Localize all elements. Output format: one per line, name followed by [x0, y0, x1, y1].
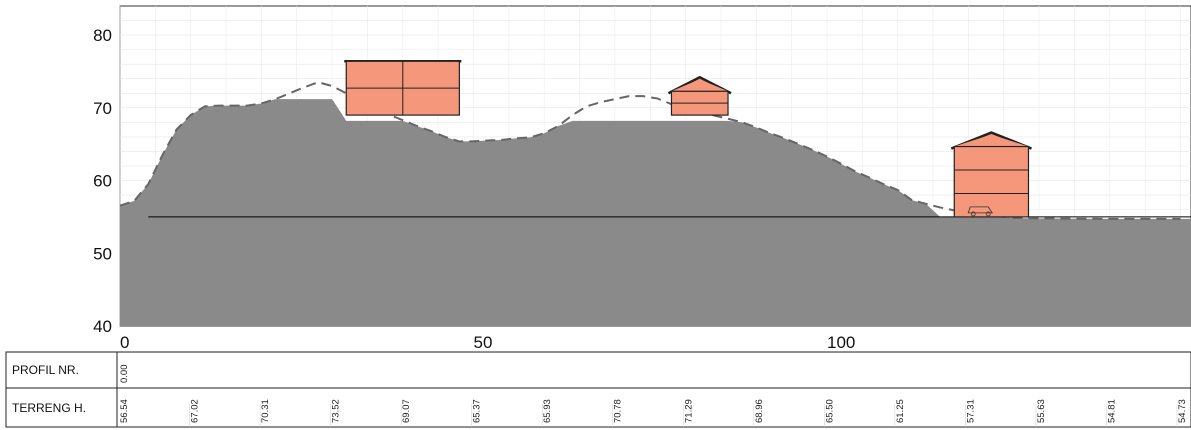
building-3	[950, 131, 1032, 218]
terreng-h-value: 55.63	[1036, 399, 1047, 423]
terreng-h-value: 68.96	[754, 399, 765, 423]
terreng-h-value: 65.37	[472, 399, 483, 423]
building-roof-fill	[671, 79, 729, 92]
buildings-layer	[344, 60, 1032, 218]
data-table: PROFIL NR. TERRENG H. 0.00 56.54 67.02 70.…	[5, 351, 1191, 428]
terreng-h-value: 70.31	[260, 399, 271, 423]
y-tick-label: 80	[93, 26, 112, 45]
terreng-h-value: 71.29	[683, 399, 694, 423]
car-wheel-icon	[985, 211, 991, 217]
y-tick-label: 50	[93, 244, 112, 263]
terrain-area	[120, 99, 1191, 326]
y-tick-label: 60	[93, 172, 112, 191]
terreng-h-value: 65.93	[542, 399, 553, 423]
terreng-h-values: 56.54 67.02 70.31 73.52 69.07 65.37 65.93 70.78…	[119, 399, 1188, 427]
terreng-h-value: 56.54	[119, 399, 130, 423]
car-wheel-icon	[970, 211, 976, 217]
x-tick-label: 100	[827, 333, 855, 352]
table-frame	[5, 351, 1191, 428]
x-tick-label: 50	[474, 333, 493, 352]
y-axis: 40 50 60 70 80	[93, 26, 112, 336]
y-tick-label: 70	[93, 99, 112, 118]
terreng-h-value: 61.25	[895, 399, 906, 423]
terreng-h-value: 69.07	[401, 399, 412, 423]
terreng-h-value: 67.02	[190, 399, 201, 423]
y-tick-label: 40	[93, 317, 112, 336]
terreng-h-value: 65.50	[824, 399, 835, 423]
profil-nr-values: 0.00	[119, 365, 130, 384]
row-label-terreng-h: TERRENG H.	[12, 401, 86, 415]
building-roof-fill	[954, 134, 1029, 147]
terreng-h-value: 70.78	[613, 399, 624, 423]
building-body	[953, 145, 1030, 218]
x-axis: 0 50 100	[120, 333, 855, 352]
car-icon	[967, 206, 993, 214]
x-tick-label: 0	[120, 333, 129, 352]
building-1	[344, 60, 462, 116]
building-2	[667, 76, 732, 116]
profil-nr-value: 0.00	[119, 365, 130, 384]
row-label-profil-nr: PROFIL NR.	[12, 363, 79, 377]
terreng-h-value: 54.81	[1106, 399, 1117, 423]
terreng-h-value: 54.73	[1177, 399, 1188, 423]
terreng-h-value: 57.31	[965, 399, 976, 423]
terreng-h-value: 73.52	[331, 399, 342, 423]
